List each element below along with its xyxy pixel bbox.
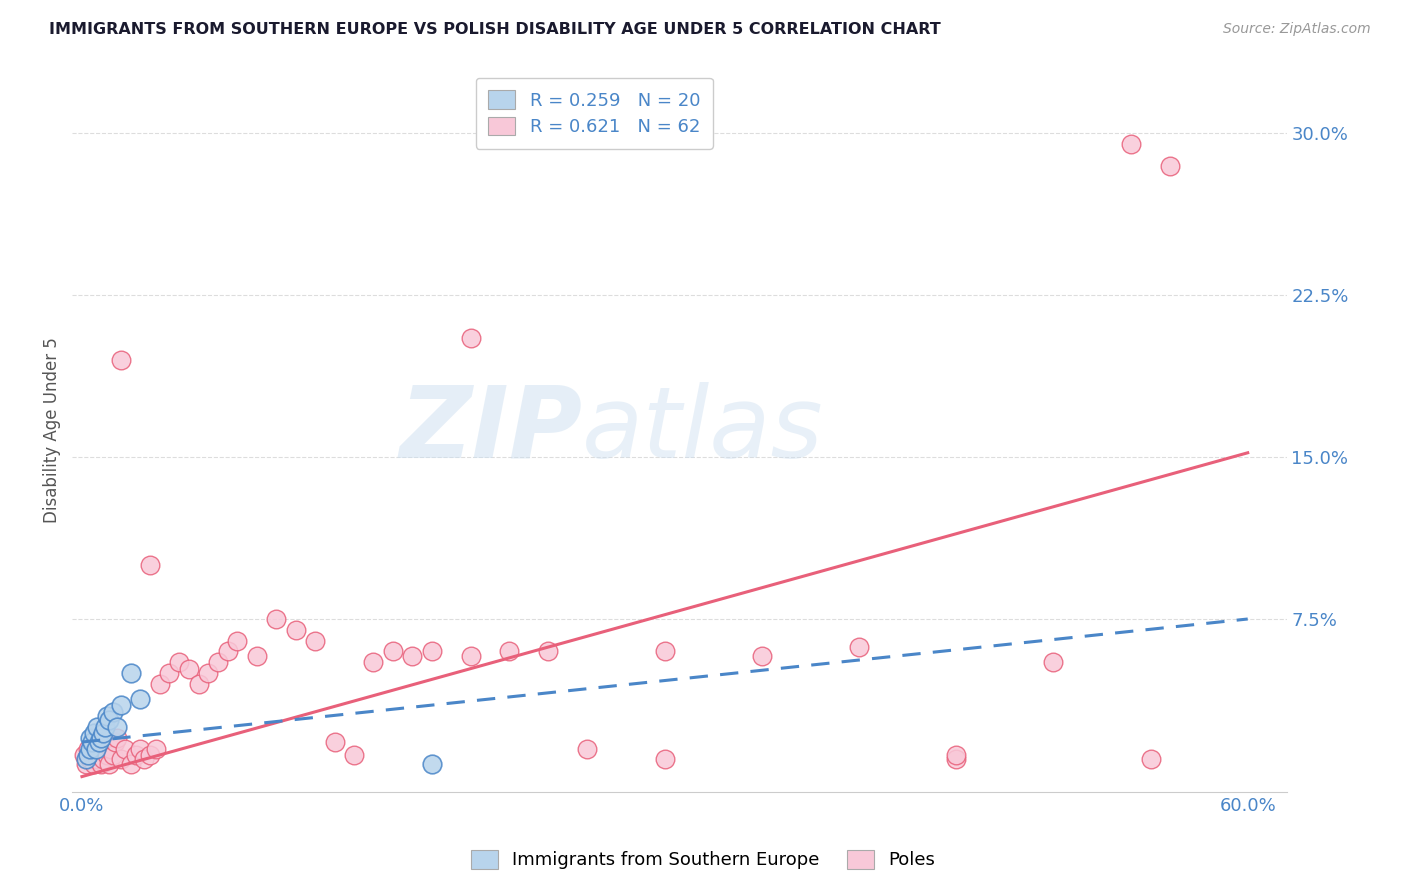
Point <box>129 741 152 756</box>
Point <box>381 644 404 658</box>
Point <box>264 612 287 626</box>
Text: IMMIGRANTS FROM SOUTHERN EUROPE VS POLISH DISABILITY AGE UNDER 5 CORRELATION CHA: IMMIGRANTS FROM SOUTHERN EUROPE VS POLIS… <box>49 22 941 37</box>
Point <box>187 677 209 691</box>
Point <box>101 747 124 762</box>
Point <box>945 752 967 766</box>
Point <box>89 735 111 749</box>
Point <box>304 633 326 648</box>
Point <box>460 331 482 345</box>
Point <box>226 633 249 648</box>
Point <box>217 644 239 658</box>
Point <box>114 741 136 756</box>
Point <box>90 731 112 745</box>
Point <box>751 648 773 663</box>
Point <box>498 644 520 658</box>
Point <box>1139 752 1161 766</box>
Point <box>120 756 142 771</box>
Point <box>105 731 128 745</box>
Point <box>83 756 105 771</box>
Text: Source: ZipAtlas.com: Source: ZipAtlas.com <box>1223 22 1371 37</box>
Point <box>79 731 101 745</box>
Point <box>460 648 482 663</box>
Point <box>945 747 967 762</box>
Point <box>96 747 118 762</box>
Point <box>91 726 114 740</box>
Point <box>86 752 108 766</box>
Point <box>576 741 599 756</box>
Y-axis label: Disability Age Under 5: Disability Age Under 5 <box>44 337 60 523</box>
Point <box>84 741 107 756</box>
Point <box>83 726 105 740</box>
Point <box>76 747 98 762</box>
Point <box>848 640 870 654</box>
Point <box>110 698 132 713</box>
Point <box>100 741 122 756</box>
Point <box>98 756 121 771</box>
Point <box>98 714 121 728</box>
Point <box>94 720 117 734</box>
Point <box>323 735 346 749</box>
Point <box>76 741 98 756</box>
Point <box>654 752 676 766</box>
Point <box>110 752 132 766</box>
Point <box>139 558 162 572</box>
Text: ZIP: ZIP <box>399 382 582 479</box>
Point <box>73 747 96 762</box>
Point <box>167 655 190 669</box>
Point <box>654 644 676 658</box>
Point <box>157 665 180 680</box>
Point <box>1042 655 1064 669</box>
Point <box>94 741 117 756</box>
Point <box>537 644 560 658</box>
Point <box>284 623 307 637</box>
Point <box>139 747 162 762</box>
Legend: Immigrants from Southern Europe, Poles: Immigrants from Southern Europe, Poles <box>461 841 945 879</box>
Point <box>79 752 101 766</box>
Point <box>89 747 111 762</box>
Point <box>80 747 103 762</box>
Point <box>1121 137 1143 152</box>
Point <box>207 655 229 669</box>
Point <box>104 735 127 749</box>
Point <box>86 720 108 734</box>
Point <box>105 720 128 734</box>
Point <box>84 741 107 756</box>
Point <box>75 756 97 771</box>
Text: atlas: atlas <box>582 382 824 479</box>
Point <box>101 705 124 719</box>
Point <box>343 747 366 762</box>
Point <box>134 752 156 766</box>
Point <box>246 648 269 663</box>
Point <box>420 756 443 771</box>
Point <box>80 735 103 749</box>
Point <box>1159 159 1181 173</box>
Point <box>129 691 152 706</box>
Point <box>96 709 118 723</box>
Point <box>125 747 148 762</box>
Point <box>401 648 423 663</box>
Point <box>420 644 443 658</box>
Point <box>90 756 112 771</box>
Point <box>177 662 200 676</box>
Point <box>79 741 101 756</box>
Point <box>149 677 172 691</box>
Legend: R = 0.259   N = 20, R = 0.621   N = 62: R = 0.259 N = 20, R = 0.621 N = 62 <box>475 78 713 149</box>
Point <box>91 752 114 766</box>
Point <box>197 665 219 680</box>
Point <box>75 752 97 766</box>
Point <box>110 353 132 368</box>
Point <box>120 665 142 680</box>
Point <box>145 741 167 756</box>
Point <box>363 655 385 669</box>
